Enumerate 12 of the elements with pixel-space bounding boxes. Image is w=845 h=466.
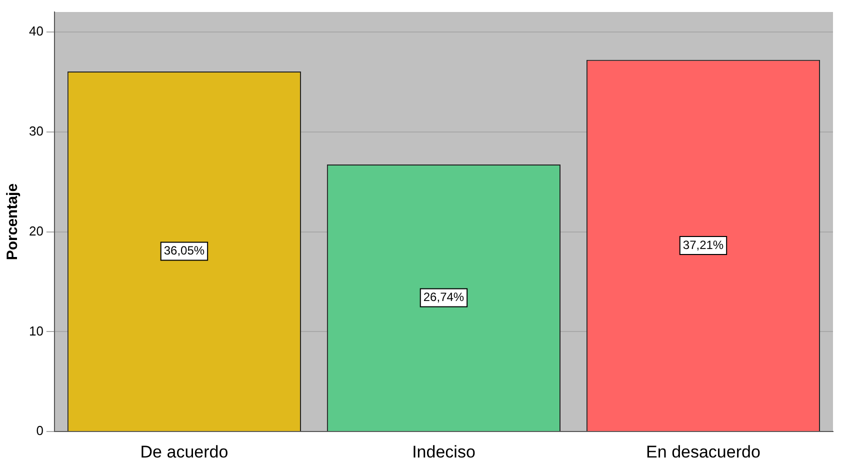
- x-tick-label: De acuerdo: [140, 442, 228, 462]
- x-tick-label: En desacuerdo: [646, 442, 760, 462]
- x-tick-label: Indeciso: [412, 442, 476, 462]
- data-label: 37,21%: [682, 238, 724, 252]
- data-label: 36,05%: [164, 244, 205, 258]
- y-tick-label: 40: [28, 24, 44, 39]
- y-tick-label: 30: [28, 123, 44, 138]
- y-axis-title: Porcentaje: [4, 183, 22, 260]
- y-tick-label: 0: [36, 423, 44, 438]
- data-label: 26,74%: [423, 290, 464, 304]
- y-tick-label: 20: [28, 223, 44, 238]
- y-tick-label: 10: [28, 323, 44, 338]
